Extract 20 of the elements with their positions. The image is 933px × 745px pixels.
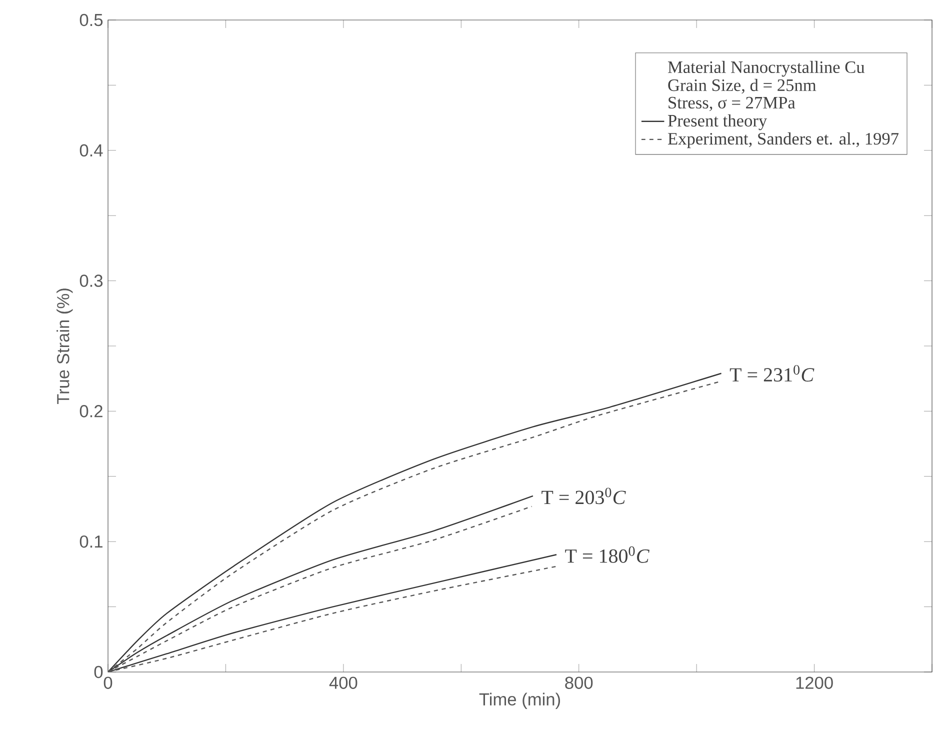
y-tick-label: 0.2 (80, 405, 102, 418)
y-tick-label: 0 (94, 666, 103, 678)
legend-label: Experiment, Sanders et. al., 1997 (668, 132, 899, 148)
legend-label: Present theory (668, 114, 768, 130)
annotation: T = 180$^{0}$C (565, 546, 650, 563)
annotation: T = 231$^{0}$C (730, 365, 814, 382)
x-tick-label: 0 (104, 676, 112, 689)
annotation: Grain Size, d = 25nm (668, 78, 816, 94)
y-tick-label: 0.1 (80, 535, 102, 548)
y-axis-title: True Strain (%) (56, 288, 73, 404)
x-tick-label: 400 (329, 676, 358, 689)
x-axis-title: Time (min) (479, 692, 560, 709)
annotation: Material Nanocrystalline Cu (668, 60, 865, 77)
annotation: Stress, σ = 27MPa (668, 96, 796, 112)
annotation: T = 203$^{0}$C (542, 488, 626, 504)
y-tick-label: 0.4 (80, 144, 103, 157)
x-tick-label: 800 (565, 676, 593, 689)
y-tick-label: 0.3 (80, 274, 103, 287)
y-tick-label: 0.5 (80, 14, 103, 26)
x-tick-label: 1200 (796, 676, 833, 689)
